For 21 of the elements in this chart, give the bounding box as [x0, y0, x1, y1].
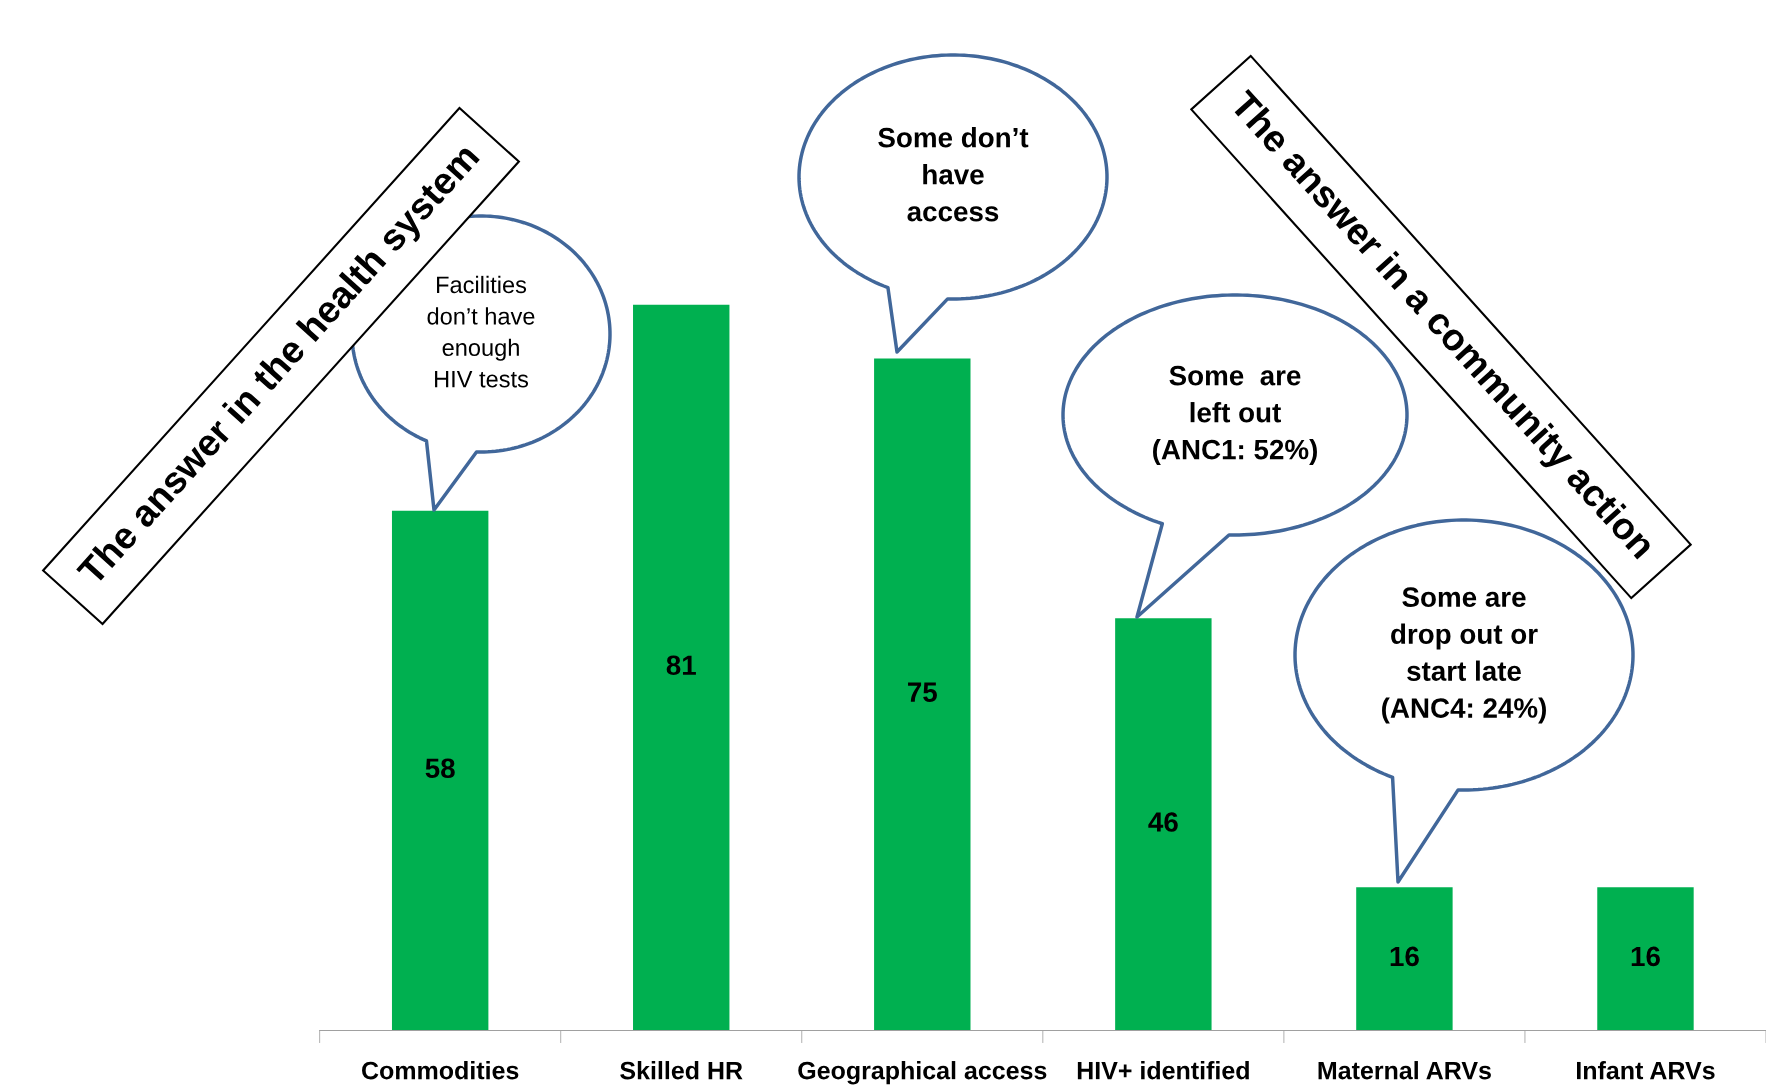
- data-label: 46: [1148, 812, 1178, 832]
- data-label: 16: [1631, 946, 1660, 967]
- annotation: Some are left out (ANC1: 52%): [1153, 365, 1317, 465]
- annotation: Facilities don’t have enough HIV tests: [427, 275, 535, 388]
- bar: [633, 304, 730, 1031]
- bar: [1115, 618, 1212, 1031]
- x-tick-label: Geographical access: [798, 1061, 1047, 1085]
- text: Some don’t have access: [878, 127, 1029, 222]
- bar: [874, 358, 971, 1031]
- x-tick-label: HIV+ identified: [1077, 1061, 1249, 1080]
- annotation: Some are drop out or start late (ANC4: 24%): [1382, 587, 1546, 724]
- x-tick-label: Infant ARVs: [1577, 1061, 1715, 1080]
- data-label: 81: [666, 655, 696, 676]
- x-tick-label: Maternal ARVs: [1318, 1061, 1491, 1080]
- x-tick-label: Skilled HR: [620, 1061, 743, 1080]
- bar: [1356, 887, 1453, 1031]
- data-label: 16: [1390, 946, 1419, 967]
- data-label: 75: [908, 682, 937, 702]
- x-tick-label: Commodities: [362, 1061, 519, 1080]
- bar: [1597, 887, 1694, 1031]
- data-label: 58: [425, 758, 455, 779]
